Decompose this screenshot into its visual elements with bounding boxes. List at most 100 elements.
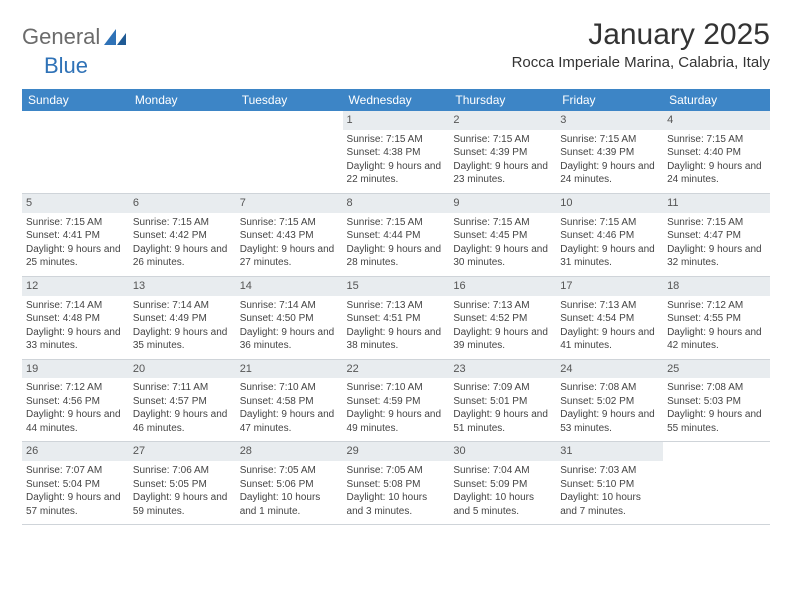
day-info: Sunrise: 7:15 AMSunset: 4:43 PMDaylight:… [240, 216, 339, 270]
day-info: Sunrise: 7:13 AMSunset: 4:52 PMDaylight:… [453, 299, 552, 353]
day-header: Sunday [22, 89, 129, 111]
day-number: 22 [343, 360, 450, 379]
calendar-day-cell: 19 Sunrise: 7:12 AMSunset: 4:56 PMDayligh… [22, 359, 129, 442]
day-info: Sunrise: 7:15 AMSunset: 4:47 PMDaylight:… [667, 216, 766, 270]
logo-text-blue: Blue [44, 53, 88, 78]
day-info: Sunrise: 7:12 AMSunset: 4:56 PMDaylight:… [26, 381, 125, 435]
day-info: Sunrise: 7:09 AMSunset: 5:01 PMDaylight:… [453, 381, 552, 435]
calendar-day-cell: 21Sunrise: 7:10 AMSunset: 4:58 PMDayligh… [236, 359, 343, 442]
day-info: Sunrise: 7:14 AMSunset: 4:50 PMDaylight:… [240, 299, 339, 353]
day-info: Sunrise: 7:14 AMSunset: 4:48 PMDaylight:… [26, 299, 125, 353]
day-info: Sunrise: 7:15 AMSunset: 4:42 PMDaylight:… [133, 216, 232, 270]
day-info: Sunrise: 7:15 AMSunset: 4:39 PMDaylight:… [560, 133, 659, 187]
page-title: January 2025 [512, 18, 770, 52]
calendar-day-cell: 26 Sunrise: 7:07 AMSunset: 5:04 PMDayligh… [22, 442, 129, 525]
day-header: Tuesday [236, 89, 343, 111]
day-number: 28 [236, 442, 343, 461]
day-number: 9 [449, 194, 556, 213]
calendar-day-cell: 28 Sunrise: 7:05 AMSunset: 5:06 PMDayligh… [236, 442, 343, 525]
day-header: Thursday [449, 89, 556, 111]
day-info: Sunrise: 7:04 AMSunset: 5:09 PMDaylight:… [453, 464, 552, 518]
logo-text-general: General [22, 24, 100, 50]
day-info: Sunrise: 7:12 AMSunset: 4:55 PMDaylight:… [667, 299, 766, 353]
day-number: 18 [663, 277, 770, 296]
calendar-header-row: SundayMondayTuesdayWednesdayThursdayFrid… [22, 89, 770, 111]
day-number: 25 [663, 360, 770, 379]
day-info: Sunrise: 7:10 AMSunset: 4:58 PMDaylight:… [240, 381, 339, 435]
day-number: 4 [663, 111, 770, 130]
calendar-week-row: 19 Sunrise: 7:12 AMSunset: 4:56 PMDayligh… [22, 359, 770, 442]
day-info: Sunrise: 7:15 AMSunset: 4:38 PMDaylight:… [347, 133, 446, 187]
day-number: 1 [343, 111, 450, 130]
day-number: 30 [449, 442, 556, 461]
day-info: Sunrise: 7:13 AMSunset: 4:51 PMDaylight:… [347, 299, 446, 353]
calendar-day-cell: 5 Sunrise: 7:15 AMSunset: 4:41 PMDaylight… [22, 193, 129, 276]
calendar-day-cell: 27Sunrise: 7:06 AMSunset: 5:05 PMDayligh… [129, 442, 236, 525]
day-header: Friday [556, 89, 663, 111]
calendar-day-cell [129, 111, 236, 193]
day-number: 20 [129, 360, 236, 379]
calendar-day-cell: 12 Sunrise: 7:14 AMSunset: 4:48 PMDayligh… [22, 276, 129, 359]
day-info: Sunrise: 7:15 AMSunset: 4:41 PMDaylight:… [26, 216, 125, 270]
calendar-day-cell [22, 111, 129, 193]
calendar-day-cell: 14 Sunrise: 7:14 AMSunset: 4:50 PMDayligh… [236, 276, 343, 359]
calendar-day-cell: 10 Sunrise: 7:15 AMSunset: 4:46 PMDayligh… [556, 193, 663, 276]
calendar-day-cell: 1 Sunrise: 7:15 AMSunset: 4:38 PMDaylight… [343, 111, 450, 193]
calendar-day-cell: 13 Sunrise: 7:14 AMSunset: 4:49 PMDayligh… [129, 276, 236, 359]
calendar-day-cell: 23 Sunrise: 7:09 AMSunset: 5:01 PMDayligh… [449, 359, 556, 442]
calendar-day-cell: 18 Sunrise: 7:12 AMSunset: 4:55 PMDayligh… [663, 276, 770, 359]
day-number: 19 [22, 360, 129, 379]
day-number: 8 [343, 194, 450, 213]
day-number: 14 [236, 277, 343, 296]
day-info: Sunrise: 7:11 AMSunset: 4:57 PMDaylight:… [133, 381, 232, 435]
day-info: Sunrise: 7:05 AMSunset: 5:08 PMDaylight:… [347, 464, 446, 518]
calendar-day-cell: 9 Sunrise: 7:15 AMSunset: 4:45 PMDaylight… [449, 193, 556, 276]
day-info: Sunrise: 7:07 AMSunset: 5:04 PMDaylight:… [26, 464, 125, 518]
day-number: 2 [449, 111, 556, 130]
day-number: 12 [22, 277, 129, 296]
calendar-day-cell [236, 111, 343, 193]
logo: General [22, 24, 128, 50]
day-info: Sunrise: 7:15 AMSunset: 4:44 PMDaylight:… [347, 216, 446, 270]
day-info: Sunrise: 7:06 AMSunset: 5:05 PMDaylight:… [133, 464, 232, 518]
day-info: Sunrise: 7:03 AMSunset: 5:10 PMDaylight:… [560, 464, 659, 518]
day-number: 29 [343, 442, 450, 461]
location-subtitle: Rocca Imperiale Marina, Calabria, Italy [512, 54, 770, 71]
day-number: 26 [22, 442, 129, 461]
day-number: 17 [556, 277, 663, 296]
calendar-day-cell: 17 Sunrise: 7:13 AMSunset: 4:54 PMDayligh… [556, 276, 663, 359]
day-info: Sunrise: 7:05 AMSunset: 5:06 PMDaylight:… [240, 464, 339, 518]
calendar-day-cell: 8 Sunrise: 7:15 AMSunset: 4:44 PMDaylight… [343, 193, 450, 276]
calendar-day-cell: 7 Sunrise: 7:15 AMSunset: 4:43 PMDaylight… [236, 193, 343, 276]
day-info: Sunrise: 7:15 AMSunset: 4:39 PMDaylight:… [453, 133, 552, 187]
calendar-week-row: 26 Sunrise: 7:07 AMSunset: 5:04 PMDayligh… [22, 442, 770, 525]
day-number: 11 [663, 194, 770, 213]
calendar-day-cell: 29 Sunrise: 7:05 AMSunset: 5:08 PMDayligh… [343, 442, 450, 525]
day-number: 10 [556, 194, 663, 213]
day-number: 31 [556, 442, 663, 461]
calendar-day-cell: 3 Sunrise: 7:15 AMSunset: 4:39 PMDaylight… [556, 111, 663, 193]
day-number: 15 [343, 277, 450, 296]
day-number: 3 [556, 111, 663, 130]
day-info: Sunrise: 7:15 AMSunset: 4:45 PMDaylight:… [453, 216, 552, 270]
day-number: 23 [449, 360, 556, 379]
day-info: Sunrise: 7:13 AMSunset: 4:54 PMDaylight:… [560, 299, 659, 353]
day-number: 7 [236, 194, 343, 213]
calendar-day-cell: 2 Sunrise: 7:15 AMSunset: 4:39 PMDaylight… [449, 111, 556, 193]
calendar-day-cell: 20 Sunrise: 7:11 AMSunset: 4:57 PMDayligh… [129, 359, 236, 442]
day-info: Sunrise: 7:14 AMSunset: 4:49 PMDaylight:… [133, 299, 232, 353]
day-info: Sunrise: 7:15 AMSunset: 4:40 PMDaylight:… [667, 133, 766, 187]
calendar-table: SundayMondayTuesdayWednesdayThursdayFrid… [22, 89, 770, 525]
calendar-page: General January 2025 Rocca Imperiale Mar… [0, 0, 792, 543]
day-number: 5 [22, 194, 129, 213]
calendar-day-cell: 30 Sunrise: 7:04 AMSunset: 5:09 PMDayligh… [449, 442, 556, 525]
day-header: Wednesday [343, 89, 450, 111]
calendar-day-cell: 24Sunrise: 7:08 AMSunset: 5:02 PMDayligh… [556, 359, 663, 442]
day-info: Sunrise: 7:15 AMSunset: 4:46 PMDaylight:… [560, 216, 659, 270]
day-number: 13 [129, 277, 236, 296]
calendar-body: 1 Sunrise: 7:15 AMSunset: 4:38 PMDaylight… [22, 111, 770, 525]
day-info: Sunrise: 7:10 AMSunset: 4:59 PMDaylight:… [347, 381, 446, 435]
calendar-day-cell: 31 Sunrise: 7:03 AMSunset: 5:10 PMDayligh… [556, 442, 663, 525]
day-number: 24 [556, 360, 663, 379]
calendar-week-row: 5 Sunrise: 7:15 AMSunset: 4:41 PMDaylight… [22, 193, 770, 276]
